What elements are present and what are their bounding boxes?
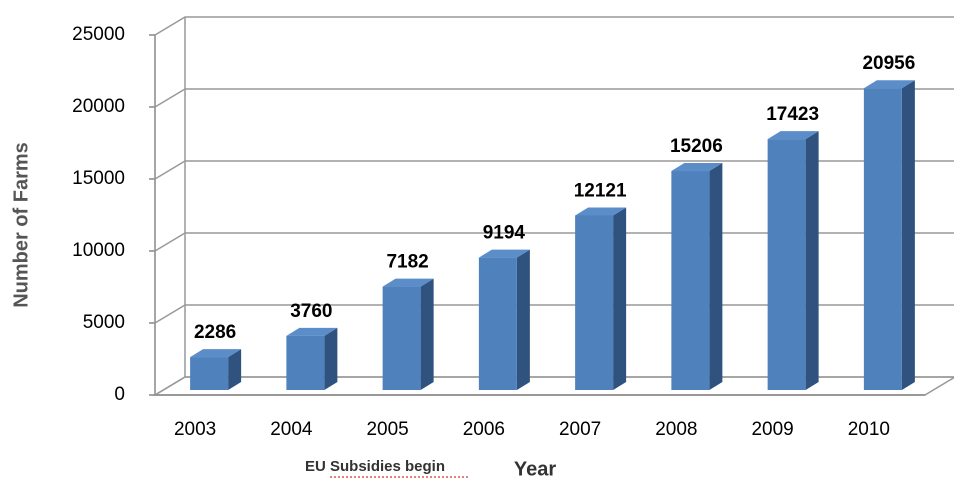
y-tick-label: 0	[114, 384, 125, 405]
x-tick-label: 2004	[270, 419, 313, 440]
bar-side	[516, 249, 530, 390]
bar-side	[324, 327, 338, 390]
grid-line	[154, 376, 954, 396]
annotation: EU Subsidies begin	[305, 458, 445, 475]
y-axis-label: Number of Farms	[10, 142, 32, 308]
bar-top	[671, 163, 723, 172]
y-tick-label: 15000	[72, 168, 125, 189]
bar	[767, 139, 806, 390]
value-label: 17423	[766, 104, 819, 125]
x-tick-label: 2005	[366, 419, 408, 440]
bar-top	[863, 80, 915, 89]
bar	[190, 357, 229, 390]
x-tick-label: 2006	[463, 419, 505, 440]
grid-line	[154, 160, 954, 180]
bar	[671, 171, 710, 390]
bar	[863, 88, 902, 391]
grid-line	[154, 304, 954, 324]
bar-side	[901, 80, 915, 391]
bar-top	[575, 207, 627, 216]
bar	[478, 257, 517, 390]
y-tick-label: 10000	[72, 240, 125, 261]
floor	[152, 376, 954, 396]
bar-side	[228, 349, 242, 390]
bar-side	[420, 278, 434, 390]
x-axis-label: Year	[514, 458, 556, 480]
y-tick-label: 20000	[72, 96, 125, 117]
y-tick-label: 5000	[83, 312, 125, 333]
value-label: 15206	[670, 136, 723, 157]
bar	[575, 215, 614, 390]
x-tick-label: 2007	[559, 419, 601, 440]
bar-top	[286, 327, 338, 336]
x-tick-label: 2003	[174, 419, 216, 440]
bar-side	[805, 131, 819, 390]
x-tick-label: 2010	[848, 419, 890, 440]
value-label: 12121	[574, 180, 627, 201]
y-tick-label: 25000	[72, 24, 125, 45]
value-label: 7182	[386, 252, 428, 273]
bar	[382, 286, 421, 390]
grid-line	[154, 232, 954, 252]
bar-top	[382, 278, 434, 287]
grid-line	[154, 88, 954, 108]
value-label: 20956	[862, 53, 915, 74]
bar-top	[190, 349, 242, 358]
bar-side	[613, 207, 627, 390]
bar-top	[478, 249, 530, 258]
value-label: 2286	[194, 322, 236, 343]
bar-top	[767, 131, 819, 140]
x-tick-label: 2009	[751, 419, 793, 440]
value-label: 9194	[483, 223, 526, 244]
x-tick-label: 2008	[655, 419, 697, 440]
bar-side	[709, 163, 723, 390]
grid-line	[154, 16, 954, 36]
value-label: 3760	[290, 301, 332, 322]
bar	[286, 335, 325, 390]
